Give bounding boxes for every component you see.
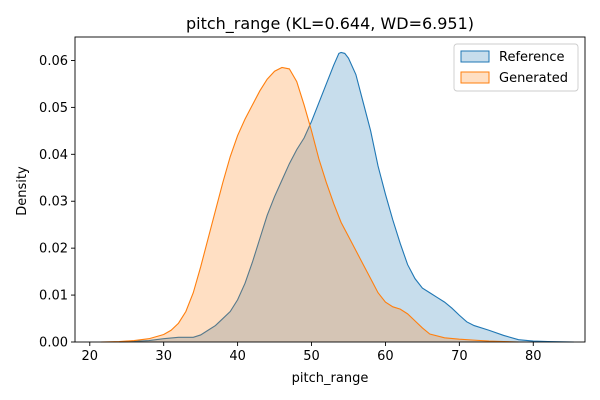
y-tick-label: 0.01: [39, 289, 68, 304]
reference-density-fill: [119, 52, 574, 342]
y-tick-label: 0.03: [39, 195, 68, 210]
generated-density-fill: [100, 67, 519, 342]
x-tick-label: 70: [451, 349, 468, 364]
x-tick-label: 60: [377, 349, 394, 364]
x-tick-label: 80: [525, 349, 542, 364]
x-tick-label: 20: [82, 349, 99, 364]
legend: Reference Generated: [453, 43, 579, 92]
y-axis-label: Density: [15, 166, 30, 216]
plot-frame: [74, 36, 586, 343]
reference-density-line: [119, 51, 574, 343]
y-tick-label: 0.05: [39, 101, 68, 116]
x-tick-label: 40: [229, 349, 246, 364]
y-tick-label: 0.00: [39, 336, 68, 351]
plot-area: [74, 36, 586, 343]
generated-legend-label: Generated: [499, 71, 568, 86]
y-axis: 0.00 0.01 0.02 0.03 0.04 0.05 0.06: [39, 54, 75, 351]
y-tick-label: 0.06: [39, 54, 68, 69]
x-tick-label: 50: [303, 349, 320, 364]
generated-legend-swatch: [460, 71, 490, 84]
reference-legend-swatch: [460, 50, 490, 63]
generated-density-line: [100, 66, 519, 343]
x-axis: 20 30 40 50 60 70 80: [82, 342, 542, 364]
y-tick-label: 0.04: [39, 148, 68, 163]
reference-legend-label: Reference: [499, 50, 564, 65]
x-axis-label: pitch_range: [292, 371, 369, 386]
x-tick-label: 30: [155, 349, 172, 364]
y-tick-label: 0.02: [39, 242, 68, 257]
legend-box: [453, 43, 579, 92]
chart-title: pitch_range (KL=0.644, WD=6.951): [186, 14, 474, 34]
